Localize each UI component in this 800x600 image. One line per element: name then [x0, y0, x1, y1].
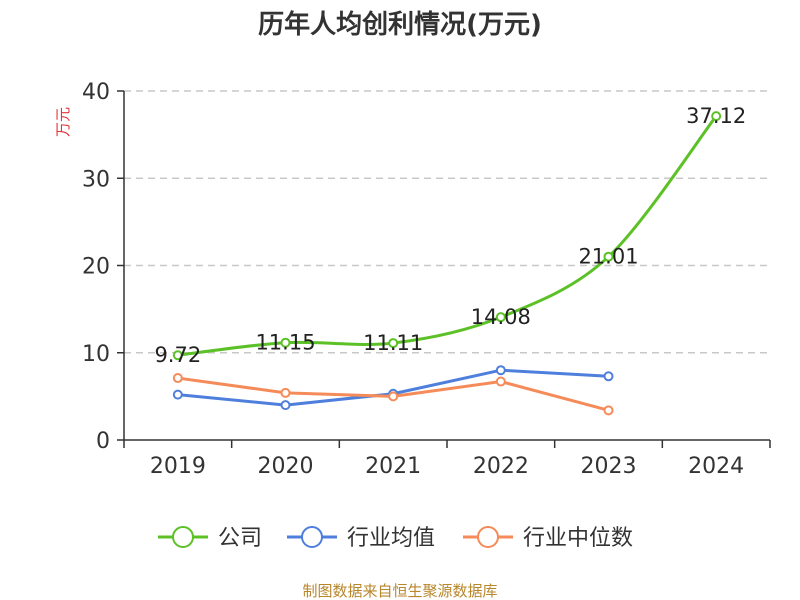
data-point-industry_median: [388, 391, 399, 402]
data-point-industry_avg: [172, 389, 183, 400]
series-industry_median: [172, 373, 614, 416]
data-point-company: [172, 350, 183, 361]
legend-item-industry_median[interactable]: 行业中位数: [463, 526, 633, 551]
y-tick-label: 40: [82, 80, 110, 105]
axes: 0 10 20 30 40 2019 2020 2021 2022 2023 2024: [82, 80, 771, 479]
y-tick-label: 30: [82, 167, 110, 192]
data-point-industry_avg: [495, 365, 506, 376]
x-tick-label: 2024: [688, 454, 744, 479]
source-note: 制图数据来自恒生聚源数据库: [302, 582, 497, 600]
y-tick-label: 20: [82, 255, 110, 280]
data-point-company: [711, 111, 722, 122]
data-label-company: 11.15: [255, 331, 315, 355]
y-tick-label: 0: [96, 429, 110, 454]
legend-marker-icon: [301, 526, 323, 548]
legend: 公司 行业均值 行业中位数: [158, 526, 633, 551]
data-point-industry_avg: [603, 371, 614, 382]
data-label-company: 11.11: [363, 331, 423, 355]
data-label-company: 37.12: [686, 104, 746, 128]
data-point-industry_median: [172, 373, 183, 384]
x-tick-label: 2022: [473, 454, 529, 479]
data-point-company: [603, 251, 614, 262]
y-axis-unit-label: 万元: [54, 107, 72, 137]
data-label-company: 14.08: [471, 305, 531, 329]
legend-marker-icon: [477, 526, 499, 548]
legend-label: 行业中位数: [523, 526, 633, 551]
y-tick-label: 10: [82, 342, 110, 367]
data-point-industry_median: [495, 376, 506, 387]
data-labels: 9.72 11.15 11.11 14.08 21.01 37.12: [154, 104, 746, 367]
legend-item-industry_avg[interactable]: 行业均值: [287, 526, 435, 551]
data-label-company: 9.72: [154, 343, 201, 367]
x-tick-label: 2019: [150, 454, 206, 479]
series-lines: [172, 111, 722, 416]
legend-label: 行业均值: [347, 526, 435, 551]
legend-label: 公司: [218, 526, 262, 551]
data-point-company: [280, 337, 291, 348]
series-line-company: [177, 115, 718, 357]
x-tick-label: 2021: [365, 454, 421, 479]
data-point-industry_avg: [280, 400, 291, 411]
legend-item-company[interactable]: 公司: [158, 526, 262, 551]
data-point-company: [495, 312, 506, 323]
legend-marker-icon: [172, 526, 194, 548]
data-point-company: [388, 338, 399, 349]
data-point-industry_median: [280, 387, 291, 398]
chart-title: 历年人均创利情况(万元): [258, 9, 542, 40]
grid-lines: [124, 90, 770, 354]
x-tick-label: 2020: [258, 454, 314, 479]
data-point-industry_median: [603, 405, 614, 416]
data-label-company: 21.01: [578, 245, 638, 269]
series-company: [172, 111, 722, 361]
x-tick-label: 2023: [581, 454, 637, 479]
